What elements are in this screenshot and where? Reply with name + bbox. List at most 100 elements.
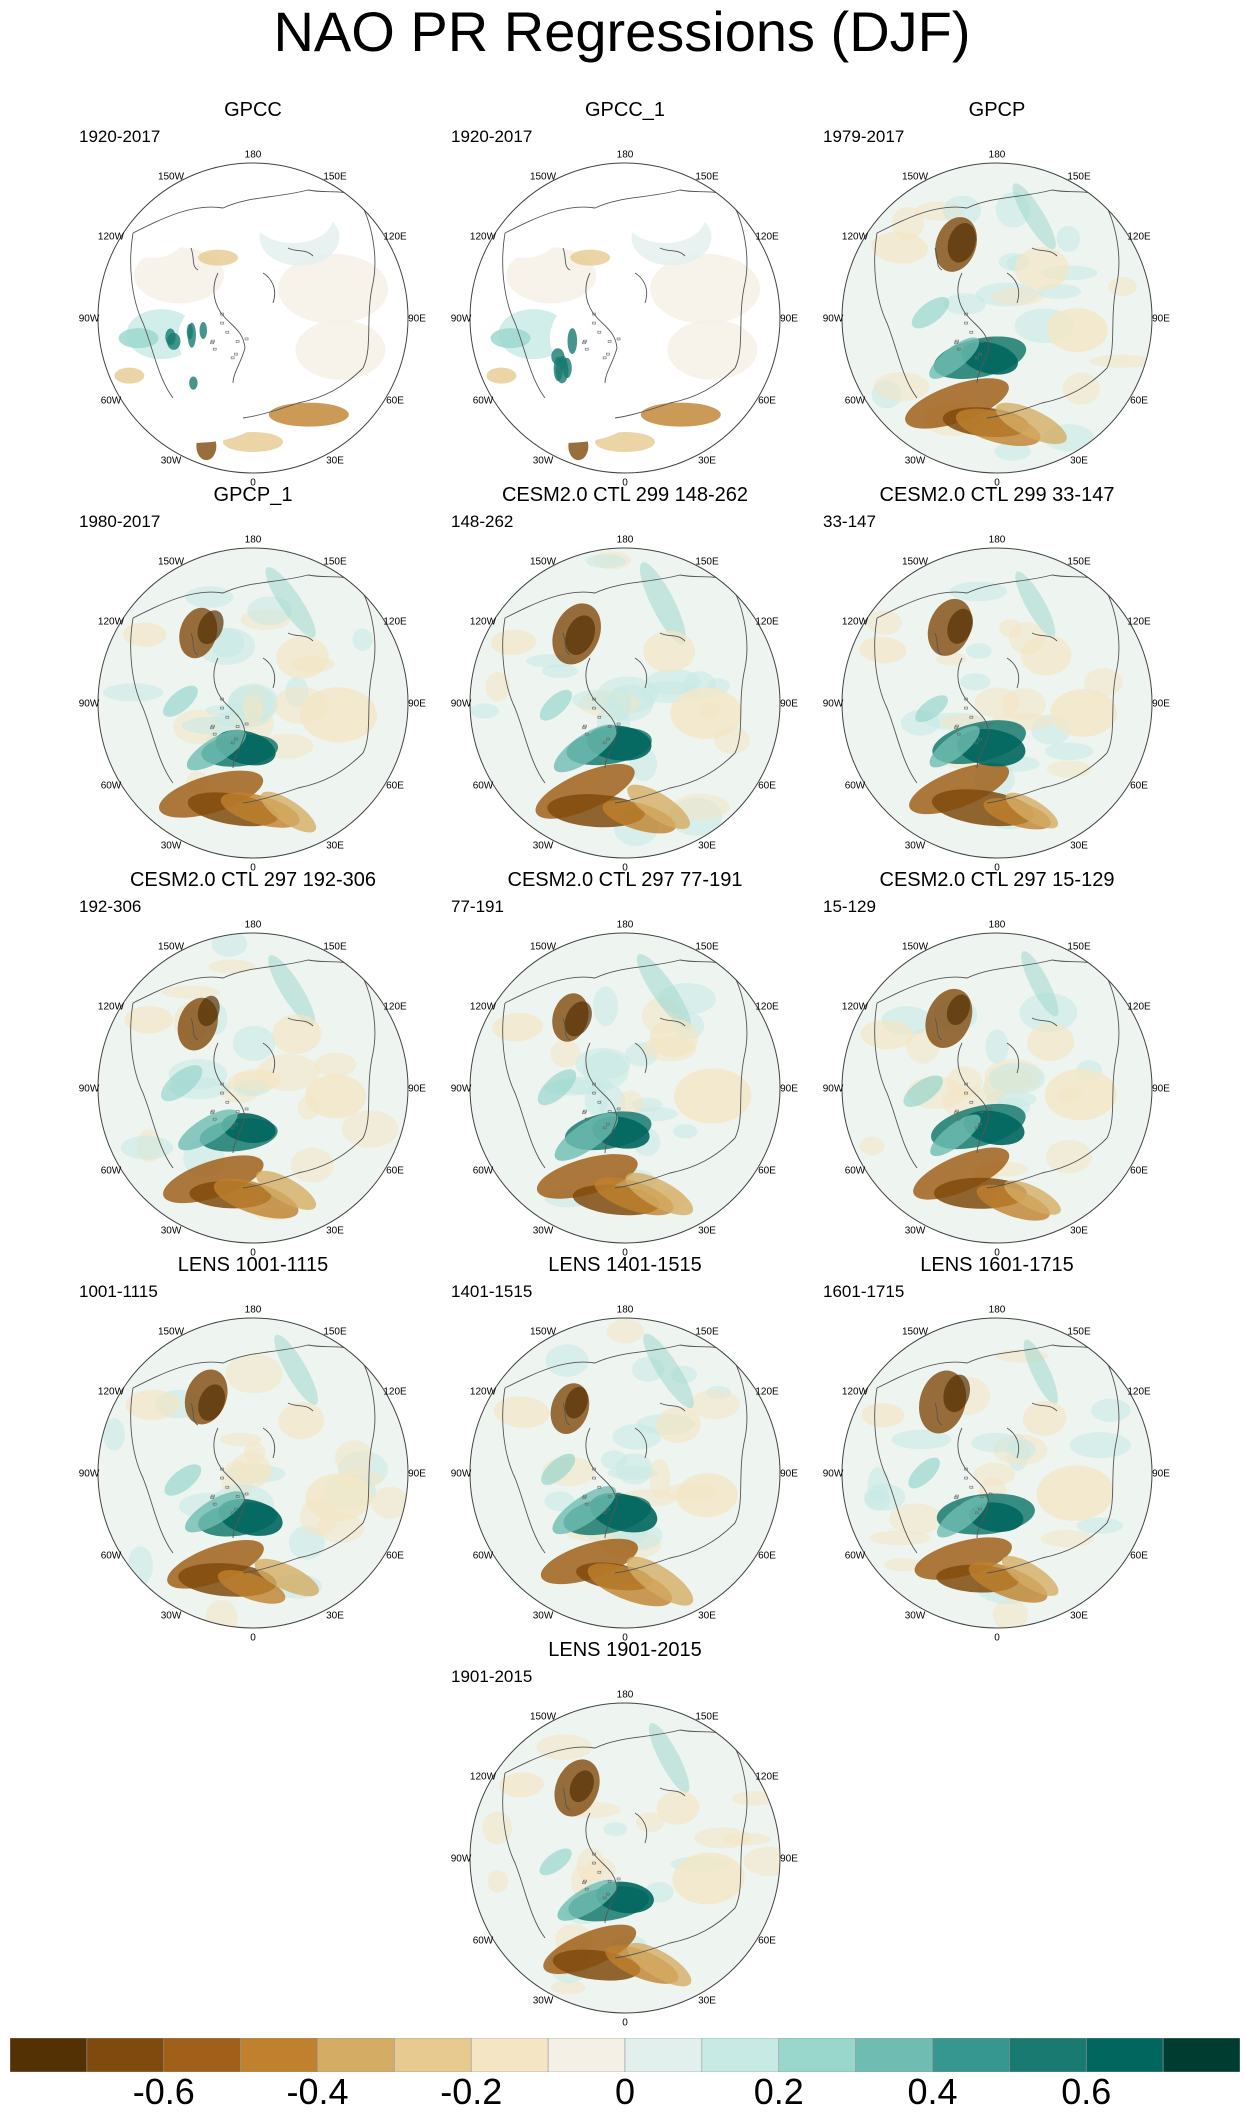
longitude-label: 120E xyxy=(1127,232,1151,243)
longitude-label: 0 xyxy=(994,1633,1000,1644)
longitude-label: 90W xyxy=(823,1469,844,1480)
colorbar-tick-label: 0.4 xyxy=(907,2071,958,2112)
longitude-label: 180 xyxy=(617,1305,634,1316)
map-panel: CESM2.0 CTL 297 192-306 180 150E 120E 90E 60E… xyxy=(73,868,433,1259)
longitude-label: 0 xyxy=(250,1633,256,1644)
panel-title: LENS 1901-2015 xyxy=(548,1639,702,1661)
longitude-label: 120W xyxy=(842,617,869,628)
longitude-label: 120W xyxy=(470,1002,497,1013)
longitude-label: 60W xyxy=(845,396,866,407)
longitude-label: 150W xyxy=(158,171,185,182)
map-panel: GPCC 180 150E 120E 90E 60E 30E 0 30W 60W 90W 120W 15… xyxy=(73,98,433,489)
longitude-label: 30E xyxy=(326,456,344,467)
longitude-label: 60W xyxy=(101,396,122,407)
longitude-label: 150E xyxy=(695,1711,719,1722)
longitude-label: 30E xyxy=(1070,1226,1088,1237)
longitude-label: 150W xyxy=(530,1711,557,1722)
map-boundary xyxy=(97,1317,409,1629)
polar-map: 180 150E 120E 90E 60E 30E 0 30W 60W 90W 120W 150W xyxy=(451,1690,799,2029)
longitude-label: 30E xyxy=(1070,1611,1088,1622)
panel-title: CESM2.0 CTL 299 33-147 xyxy=(879,484,1115,506)
panel-years: 192-306 xyxy=(79,897,142,916)
map-panel: LENS 1901-2015 180 150E 120E 90E 60E 30E 0 30W 60… xyxy=(445,1638,805,2029)
longitude-label: 60W xyxy=(101,1551,122,1562)
longitude-label: 60W xyxy=(473,396,494,407)
longitude-label: 150E xyxy=(323,1326,347,1337)
panel-title: GPCC_1 xyxy=(584,99,666,121)
longitude-label: 60E xyxy=(758,1166,776,1177)
map-boundary xyxy=(469,932,781,1244)
colorbar-tick-label: -0.2 xyxy=(440,2071,503,2112)
map-panel: CESM2.0 CTL 297 77-191 180 150E 120E 90E 60E 3… xyxy=(445,868,805,1259)
map-boundary xyxy=(841,547,1153,859)
longitude-label: 0 xyxy=(250,478,256,489)
colorbar-tick-label: -0.6 xyxy=(132,2071,195,2112)
longitude-label: 30W xyxy=(161,841,182,852)
longitude-label: 120E xyxy=(1127,1387,1151,1398)
colorbar-swatch xyxy=(1009,2038,1087,2072)
longitude-label: 90E xyxy=(408,1469,426,1480)
longitude-label: 60E xyxy=(1130,1166,1148,1177)
longitude-label: 120W xyxy=(470,617,497,628)
longitude-label: 30W xyxy=(161,1226,182,1237)
longitude-label: 30W xyxy=(533,1611,554,1622)
longitude-label: 30E xyxy=(698,1611,716,1622)
longitude-label: 150W xyxy=(158,941,185,952)
longitude-label: 0 xyxy=(622,2018,628,2029)
panel-years: 33-147 xyxy=(823,512,876,531)
longitude-label: 30E xyxy=(698,456,716,467)
longitude-label: 60E xyxy=(1130,396,1148,407)
longitude-label: 150E xyxy=(695,171,719,182)
panel-years: 77-191 xyxy=(451,897,504,916)
map-panel: GPCP 180 150E 120E 90E 60E 30E 0 30W 60W 90W 120W 15… xyxy=(817,98,1177,489)
longitude-label: 120E xyxy=(755,1772,779,1783)
polar-map: 180 150E 120E 90E 60E 30E 0 30W 60W 90W 120W 150W xyxy=(79,150,427,489)
map-panel: CESM2.0 CTL 297 15-129 180 150E 120E 90E 60E 3… xyxy=(817,868,1177,1259)
longitude-label: 120E xyxy=(755,1002,779,1013)
longitude-label: 0 xyxy=(622,478,628,489)
polar-map: 180 150E 120E 90E 60E 30E 0 30W 60W 90W 120W 150W xyxy=(823,920,1171,1259)
longitude-label: 30E xyxy=(698,1996,716,2007)
longitude-label: 150E xyxy=(323,556,347,567)
panel-years: 1901-2015 xyxy=(451,1667,533,1686)
colorbar-swatch xyxy=(855,2038,933,2072)
longitude-label: 150E xyxy=(1067,171,1091,182)
longitude-label: 90E xyxy=(1152,1469,1170,1480)
longitude-label: 60E xyxy=(1130,1551,1148,1562)
longitude-label: 60E xyxy=(1130,781,1148,792)
colorbar xyxy=(10,2038,1240,2072)
longitude-label: 90W xyxy=(451,1084,472,1095)
polar-map: 180 150E 120E 90E 60E 30E 0 30W 60W 90W 120W 150W xyxy=(79,920,427,1259)
longitude-label: 120W xyxy=(470,1387,497,1398)
longitude-label: 60E xyxy=(758,396,776,407)
longitude-label: 30E xyxy=(326,841,344,852)
colorbar-swatch xyxy=(317,2038,395,2072)
longitude-label: 120W xyxy=(98,617,125,628)
longitude-label: 180 xyxy=(245,150,262,161)
panel-years: 148-262 xyxy=(451,512,514,531)
longitude-label: 90E xyxy=(780,314,798,325)
longitude-label: 90E xyxy=(408,1084,426,1095)
panel-years: 1601-1715 xyxy=(823,1282,905,1301)
map-panel: CESM2.0 CTL 299 33-147 180 150E 120E 90E 60E 3… xyxy=(817,483,1177,874)
longitude-label: 30E xyxy=(698,1226,716,1237)
longitude-label: 60W xyxy=(845,1166,866,1177)
map-boundary xyxy=(97,547,409,859)
longitude-label: 180 xyxy=(617,1690,634,1701)
longitude-label: 30E xyxy=(698,841,716,852)
colorbar-swatch xyxy=(778,2038,856,2072)
colorbar-tick-label: 0 xyxy=(614,2071,636,2112)
longitude-label: 60W xyxy=(845,1551,866,1562)
longitude-label: 180 xyxy=(245,920,262,931)
longitude-label: 90W xyxy=(451,1469,472,1480)
polar-map: 180 150E 120E 90E 60E 30E 0 30W 60W 90W 120W 150W xyxy=(451,920,799,1259)
longitude-label: 90W xyxy=(79,1084,100,1095)
longitude-label: 90E xyxy=(1152,314,1170,325)
colorbar-swatch xyxy=(547,2038,626,2072)
longitude-label: 120W xyxy=(98,1002,125,1013)
colorbar-tick-label: 0.6 xyxy=(1061,2071,1112,2112)
colorbar-swatch xyxy=(1085,2038,1164,2072)
longitude-label: 0 xyxy=(250,1248,256,1259)
panel-years: 1001-1115 xyxy=(79,1282,158,1301)
polar-map: 180 150E 120E 90E 60E 30E 0 30W 60W 90W 120W 150W xyxy=(823,150,1171,489)
